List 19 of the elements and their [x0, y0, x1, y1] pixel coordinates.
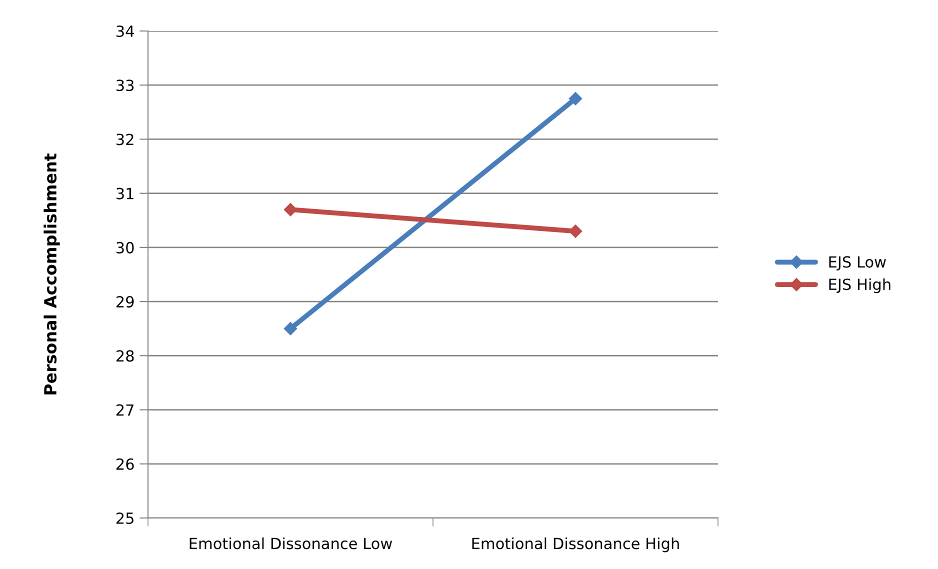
point [568, 92, 582, 106]
y-tick-label: 31 [116, 188, 134, 200]
point [284, 202, 298, 216]
y-tick-label: 33 [116, 80, 134, 92]
point [284, 322, 298, 336]
y-tick-label: 25 [116, 512, 134, 524]
y-tick-label: 27 [116, 404, 134, 416]
y-tick-label: 32 [116, 134, 134, 146]
legend-label: EJS High [829, 278, 890, 294]
y-axis-title: Personal Accomplishment [44, 153, 60, 394]
point [568, 224, 582, 238]
y-tick-label: 28 [116, 350, 134, 362]
y-tick-label: 34 [116, 25, 134, 38]
y-tick-label: 30 [116, 242, 134, 254]
x-tick-label: Emotional Dissonance High [472, 537, 679, 552]
legend-label: EJS Low [829, 256, 886, 271]
y-tick-label: 26 [116, 458, 134, 470]
y-tick-label: 29 [116, 296, 134, 308]
x-tick-label: Emotional Dissonance Low [190, 537, 392, 550]
